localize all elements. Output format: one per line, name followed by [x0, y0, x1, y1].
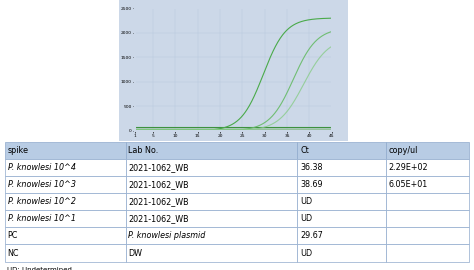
FancyBboxPatch shape: [126, 210, 297, 227]
FancyBboxPatch shape: [297, 176, 386, 193]
FancyBboxPatch shape: [126, 159, 297, 176]
Text: 2021-1062_WB: 2021-1062_WB: [128, 163, 189, 172]
FancyBboxPatch shape: [5, 193, 126, 210]
Text: PC: PC: [8, 231, 18, 240]
FancyBboxPatch shape: [5, 244, 126, 262]
FancyBboxPatch shape: [126, 176, 297, 193]
Text: NC: NC: [8, 248, 19, 258]
Text: 36.38: 36.38: [300, 163, 323, 172]
FancyBboxPatch shape: [5, 210, 126, 227]
Text: spike: spike: [8, 146, 28, 155]
FancyBboxPatch shape: [297, 142, 386, 159]
Text: 38.69: 38.69: [300, 180, 323, 189]
FancyBboxPatch shape: [126, 193, 297, 210]
Text: P. knowlesi 10^4: P. knowlesi 10^4: [8, 163, 75, 172]
FancyBboxPatch shape: [297, 159, 386, 176]
FancyBboxPatch shape: [5, 159, 126, 176]
Text: P. knowlesi 10^1: P. knowlesi 10^1: [8, 214, 75, 223]
FancyBboxPatch shape: [386, 176, 469, 193]
Text: UD: UD: [300, 197, 312, 206]
Text: P. knowlesi 10^2: P. knowlesi 10^2: [8, 197, 75, 206]
Text: copy/ul: copy/ul: [388, 146, 418, 155]
Text: 6.05E+01: 6.05E+01: [388, 180, 428, 189]
Text: Ct: Ct: [300, 146, 309, 155]
FancyBboxPatch shape: [386, 210, 469, 227]
FancyBboxPatch shape: [119, 0, 347, 141]
Text: 2021-1062_WB: 2021-1062_WB: [128, 197, 189, 206]
FancyBboxPatch shape: [297, 210, 386, 227]
FancyBboxPatch shape: [5, 227, 126, 244]
FancyBboxPatch shape: [297, 193, 386, 210]
FancyBboxPatch shape: [5, 142, 126, 159]
FancyBboxPatch shape: [386, 244, 469, 262]
Text: Lab No.: Lab No.: [128, 146, 158, 155]
Text: 29.67: 29.67: [300, 231, 323, 240]
FancyBboxPatch shape: [297, 244, 386, 262]
Text: P. knowlesi 10^3: P. knowlesi 10^3: [8, 180, 75, 189]
Text: UD: UD: [300, 214, 312, 223]
Text: UD; Undetermined: UD; Undetermined: [7, 267, 72, 270]
FancyBboxPatch shape: [126, 142, 297, 159]
FancyBboxPatch shape: [5, 176, 126, 193]
Text: 2.29E+02: 2.29E+02: [388, 163, 428, 172]
FancyBboxPatch shape: [386, 193, 469, 210]
FancyBboxPatch shape: [297, 227, 386, 244]
Text: DW: DW: [128, 248, 142, 258]
Text: UD: UD: [300, 248, 312, 258]
Text: 2021-1062_WB: 2021-1062_WB: [128, 214, 189, 223]
FancyBboxPatch shape: [386, 142, 469, 159]
FancyBboxPatch shape: [126, 244, 297, 262]
Text: P. knowlesi plasmid: P. knowlesi plasmid: [128, 231, 206, 240]
FancyBboxPatch shape: [126, 227, 297, 244]
FancyBboxPatch shape: [386, 227, 469, 244]
Text: 2021-1062_WB: 2021-1062_WB: [128, 180, 189, 189]
FancyBboxPatch shape: [386, 159, 469, 176]
